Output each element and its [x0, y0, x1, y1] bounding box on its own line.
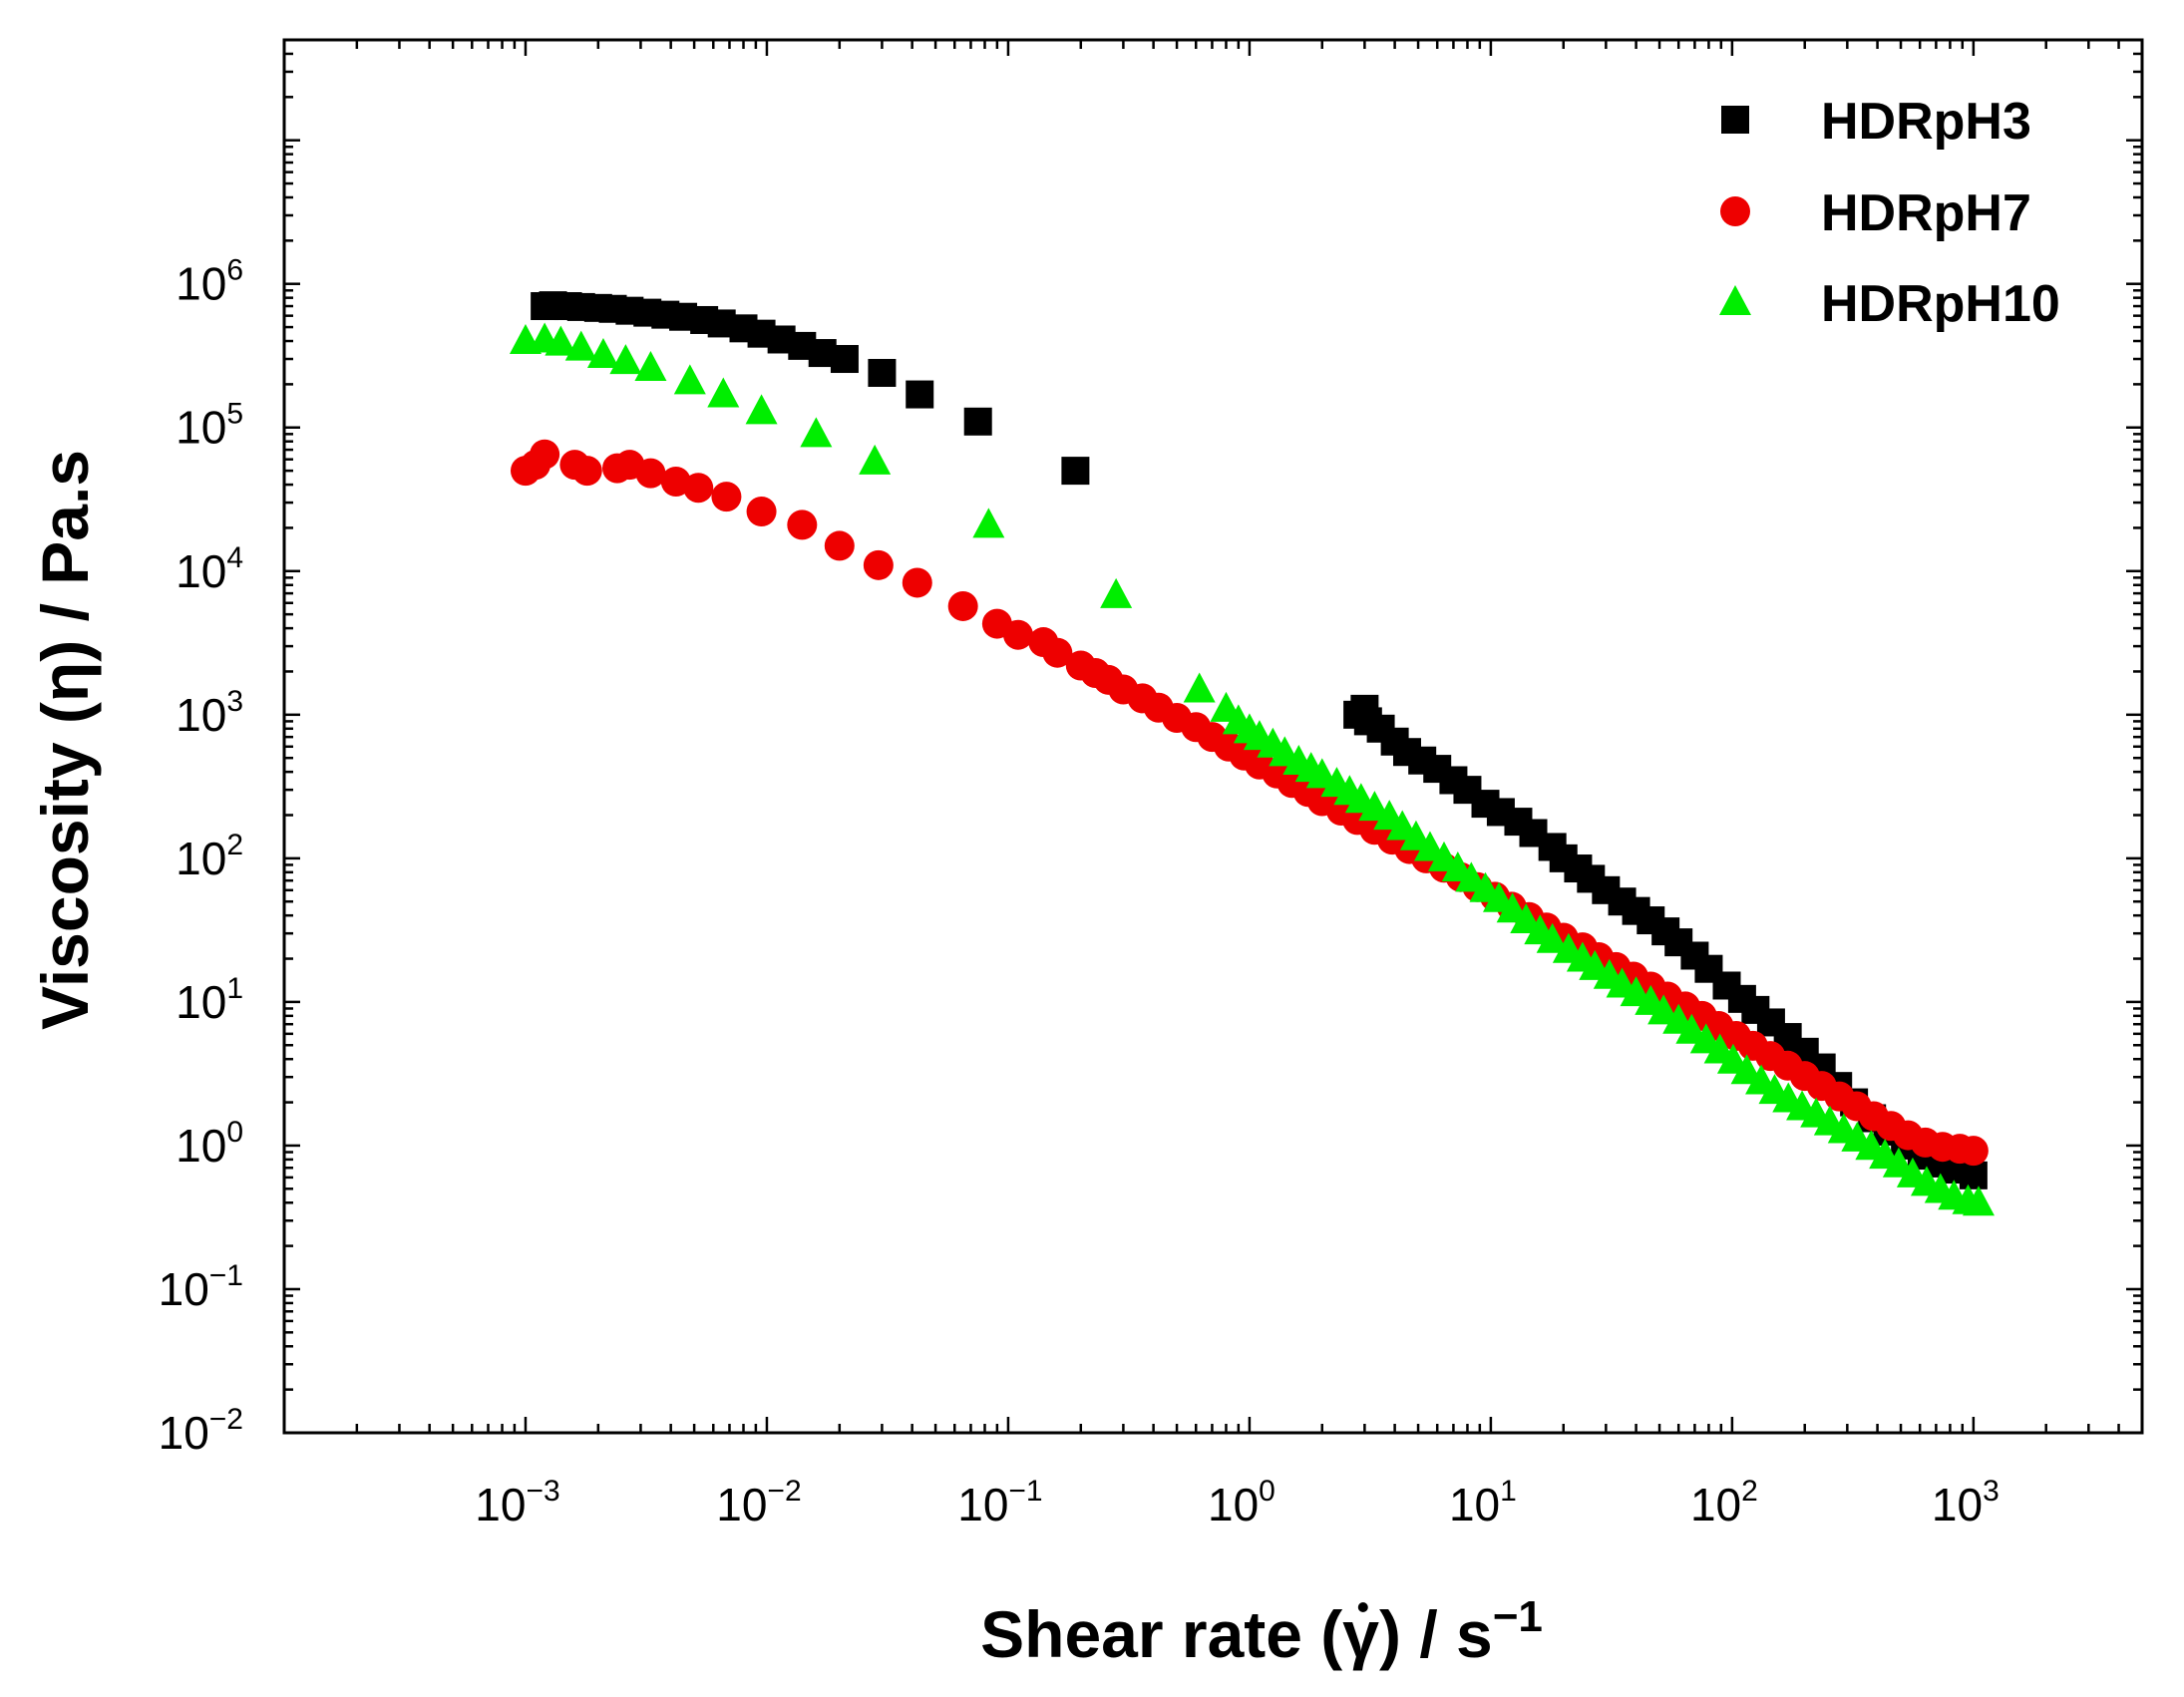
legend-marker-HDRpH7	[1720, 196, 1750, 226]
legend-marker-HDRpH3	[1721, 106, 1749, 134]
legend-label-HDRpH10: HDRpH10	[1821, 275, 2060, 333]
x-tick-label: 10−3	[475, 1475, 559, 1530]
y-tick-label: 101	[176, 972, 243, 1028]
legend-label-HDRpH7: HDRpH7	[1821, 184, 2031, 242]
y-tick-label: 103	[176, 685, 243, 741]
point-HDRpH10	[800, 417, 833, 448]
point-HDRpH10	[859, 444, 892, 475]
y-tick-label: 104	[176, 541, 243, 597]
point-HDRpH3	[868, 358, 897, 387]
point-HDRpH10	[1536, 922, 1569, 953]
series-HDRpH7	[510, 439, 1989, 1167]
point-HDRpH3	[906, 380, 934, 409]
point-HDRpH7	[530, 439, 560, 470]
x-tick-label: 102	[1690, 1475, 1758, 1530]
point-HDRpH10	[564, 330, 597, 361]
point-HDRpH10	[707, 377, 740, 408]
point-HDRpH7	[824, 530, 855, 561]
point-HDRpH3	[830, 345, 859, 374]
point-HDRpH3	[963, 407, 992, 436]
point-HDRpH3	[1959, 1161, 1988, 1189]
point-HDRpH7	[787, 509, 818, 540]
point-HDRpH10	[972, 508, 1005, 538]
point-HDRpH10	[1183, 672, 1216, 703]
point-HDRpH10	[745, 394, 778, 425]
x-tick-label: 10−2	[716, 1475, 801, 1530]
y-tick-label: 10−1	[159, 1259, 243, 1315]
point-HDRpH10	[545, 325, 577, 356]
point-HDRpH7	[1002, 619, 1033, 650]
point-HDRpH10	[1647, 994, 1680, 1025]
point-HDRpH3	[1061, 457, 1090, 486]
point-HDRpH7	[947, 590, 978, 621]
point-HDRpH7	[711, 482, 742, 512]
point-HDRpH7	[746, 497, 777, 527]
x-tick-label: 10−1	[957, 1475, 1042, 1530]
y-axis-ticks: 10−2 10−1 100 101 102 103 104 105 106	[159, 38, 2142, 1459]
series-HDRpH10	[509, 322, 1995, 1216]
legend-marker-HDRpH10	[1719, 285, 1751, 315]
x-tick-label: 100	[1208, 1475, 1275, 1530]
data-series	[509, 291, 1995, 1216]
point-HDRpH10	[634, 350, 667, 381]
y-tick-label: 106	[176, 254, 243, 310]
legend-label-HDRpH3: HDRpH3	[1821, 93, 2031, 151]
y-tick-label: 100	[176, 1116, 243, 1172]
legend: HDRpH3 HDRpH7 HDRpH10	[1719, 93, 2060, 333]
point-HDRpH10	[586, 337, 619, 368]
point-HDRpH7	[1042, 637, 1073, 668]
point-HDRpH7	[635, 458, 666, 489]
y-tick-label: 105	[176, 398, 243, 454]
point-HDRpH7	[863, 549, 894, 580]
y-tick-label: 10−2	[159, 1403, 243, 1459]
point-HDRpH7	[1958, 1136, 1989, 1167]
x-tick-label: 101	[1449, 1475, 1517, 1530]
point-HDRpH10	[673, 364, 706, 395]
point-HDRpH7	[683, 473, 714, 504]
x-axis-title: Shear rate (γ) / s−1	[980, 1592, 1543, 1671]
point-HDRpH10	[1100, 577, 1133, 608]
x-tick-label: 103	[1932, 1475, 2000, 1530]
gamma-dot-accent	[1357, 1602, 1368, 1612]
x-axis-ticks: 10−3 10−2 10−1 100 101 102 103	[282, 40, 2144, 1530]
point-HDRpH10	[1962, 1186, 1995, 1216]
y-tick-label: 102	[176, 829, 243, 884]
y-axis-title: Viscosity (η) / Pa.s	[28, 450, 102, 1030]
point-HDRpH10	[609, 344, 642, 375]
point-HDRpH7	[571, 456, 602, 487]
point-HDRpH7	[902, 567, 932, 598]
